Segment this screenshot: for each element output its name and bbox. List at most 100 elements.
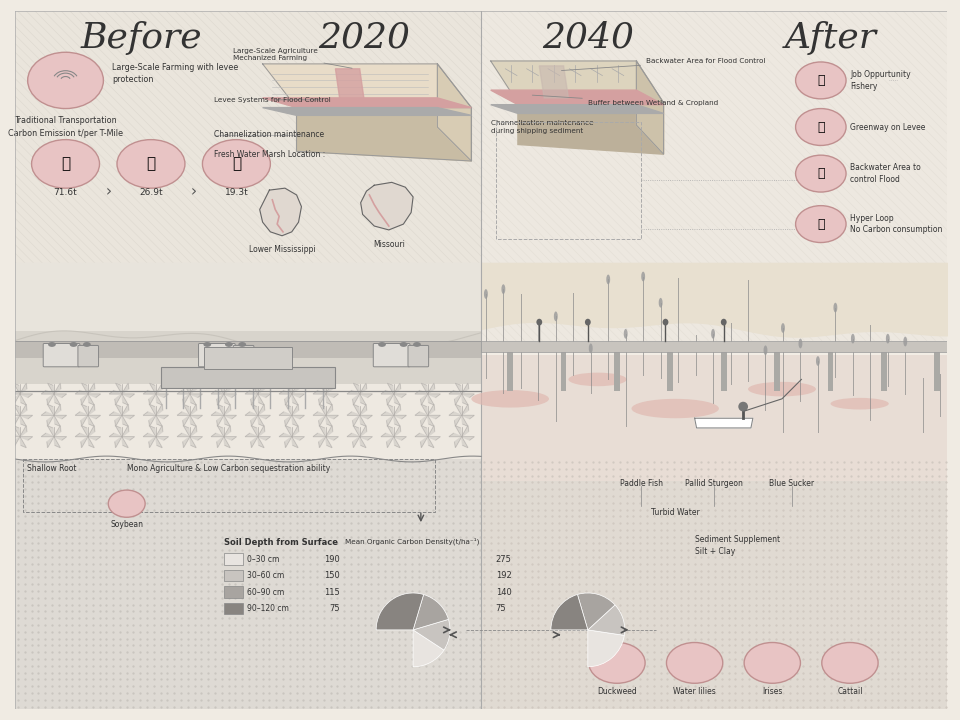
Bar xyxy=(881,352,887,391)
Text: 🌊: 🌊 xyxy=(817,167,825,180)
Polygon shape xyxy=(387,394,394,405)
Polygon shape xyxy=(190,383,197,394)
Polygon shape xyxy=(360,437,372,440)
Ellipse shape xyxy=(744,642,801,683)
Polygon shape xyxy=(190,394,196,405)
Ellipse shape xyxy=(632,399,719,418)
Text: Pallid Sturgeon: Pallid Sturgeon xyxy=(685,480,743,488)
Polygon shape xyxy=(115,426,122,437)
Polygon shape xyxy=(427,383,435,394)
Text: Water lilies: Water lilies xyxy=(673,687,716,696)
Ellipse shape xyxy=(554,312,558,321)
Polygon shape xyxy=(427,426,435,437)
Text: 60–90 cm: 60–90 cm xyxy=(247,588,284,597)
Polygon shape xyxy=(217,394,224,405)
Ellipse shape xyxy=(588,343,592,354)
Text: Soybean: Soybean xyxy=(110,520,143,529)
Polygon shape xyxy=(156,405,163,415)
Polygon shape xyxy=(156,394,162,405)
Polygon shape xyxy=(149,394,156,405)
Ellipse shape xyxy=(238,342,246,347)
Ellipse shape xyxy=(659,298,662,307)
Polygon shape xyxy=(150,383,156,394)
Polygon shape xyxy=(12,394,20,405)
Polygon shape xyxy=(54,383,60,394)
Text: 🚂: 🚂 xyxy=(147,156,156,171)
Text: Job Oppurtunity
Fishery: Job Oppurtunity Fishery xyxy=(850,70,911,91)
Polygon shape xyxy=(353,405,360,415)
Ellipse shape xyxy=(117,140,185,188)
Polygon shape xyxy=(381,390,394,394)
Polygon shape xyxy=(149,437,156,448)
Polygon shape xyxy=(122,383,129,394)
Polygon shape xyxy=(257,415,271,419)
Polygon shape xyxy=(455,383,462,394)
Polygon shape xyxy=(387,415,394,426)
Text: Mono Agriculture & Low Carbon sequestration ability: Mono Agriculture & Low Carbon sequestrat… xyxy=(127,464,330,473)
Polygon shape xyxy=(182,394,190,405)
Polygon shape xyxy=(394,394,400,405)
Polygon shape xyxy=(292,415,304,419)
Ellipse shape xyxy=(781,323,785,333)
Polygon shape xyxy=(381,433,394,437)
Polygon shape xyxy=(449,433,462,437)
Ellipse shape xyxy=(641,271,645,282)
Polygon shape xyxy=(245,390,257,394)
Polygon shape xyxy=(285,415,292,426)
Polygon shape xyxy=(325,437,332,448)
Bar xyxy=(774,352,780,391)
Wedge shape xyxy=(551,595,588,630)
Polygon shape xyxy=(348,412,360,415)
Ellipse shape xyxy=(413,342,420,347)
Polygon shape xyxy=(81,415,88,426)
Polygon shape xyxy=(279,433,292,437)
Polygon shape xyxy=(122,426,129,437)
Text: Large-Scale Agriculture
Mechanized Farming: Large-Scale Agriculture Mechanized Farmi… xyxy=(233,48,352,68)
Ellipse shape xyxy=(471,390,549,408)
Polygon shape xyxy=(320,426,325,437)
Polygon shape xyxy=(178,433,190,437)
Polygon shape xyxy=(285,426,292,437)
Polygon shape xyxy=(143,390,156,394)
Polygon shape xyxy=(20,415,26,426)
Polygon shape xyxy=(54,426,60,437)
Polygon shape xyxy=(415,433,427,437)
Polygon shape xyxy=(348,390,360,394)
Polygon shape xyxy=(352,394,360,405)
Ellipse shape xyxy=(796,156,846,192)
Bar xyxy=(561,352,566,391)
Ellipse shape xyxy=(399,342,407,347)
Polygon shape xyxy=(20,415,33,419)
Polygon shape xyxy=(455,394,462,405)
Polygon shape xyxy=(462,415,474,419)
Text: Fresh Water Marsh Location :: Fresh Water Marsh Location : xyxy=(214,150,325,158)
Polygon shape xyxy=(88,405,95,415)
Polygon shape xyxy=(455,437,462,448)
Polygon shape xyxy=(292,383,299,394)
Text: 75: 75 xyxy=(495,604,506,613)
Polygon shape xyxy=(360,415,372,419)
Polygon shape xyxy=(325,394,338,397)
Polygon shape xyxy=(47,415,54,426)
Text: 192: 192 xyxy=(495,571,512,580)
Polygon shape xyxy=(462,394,474,397)
Polygon shape xyxy=(178,412,190,415)
Polygon shape xyxy=(224,394,230,405)
Polygon shape xyxy=(360,437,366,448)
Ellipse shape xyxy=(537,319,542,325)
Ellipse shape xyxy=(711,329,715,338)
Text: Large-Scale Farming with levee
protection: Large-Scale Farming with levee protectio… xyxy=(112,63,238,84)
Bar xyxy=(721,352,727,391)
Polygon shape xyxy=(285,437,292,448)
Polygon shape xyxy=(420,415,427,426)
Polygon shape xyxy=(257,394,264,405)
Text: 🚛: 🚛 xyxy=(61,156,70,171)
Polygon shape xyxy=(427,394,441,397)
Polygon shape xyxy=(190,437,203,440)
Ellipse shape xyxy=(886,334,890,343)
Polygon shape xyxy=(156,394,168,397)
Ellipse shape xyxy=(70,342,78,347)
Wedge shape xyxy=(577,593,615,630)
Text: After: After xyxy=(784,21,876,55)
Polygon shape xyxy=(415,412,427,415)
